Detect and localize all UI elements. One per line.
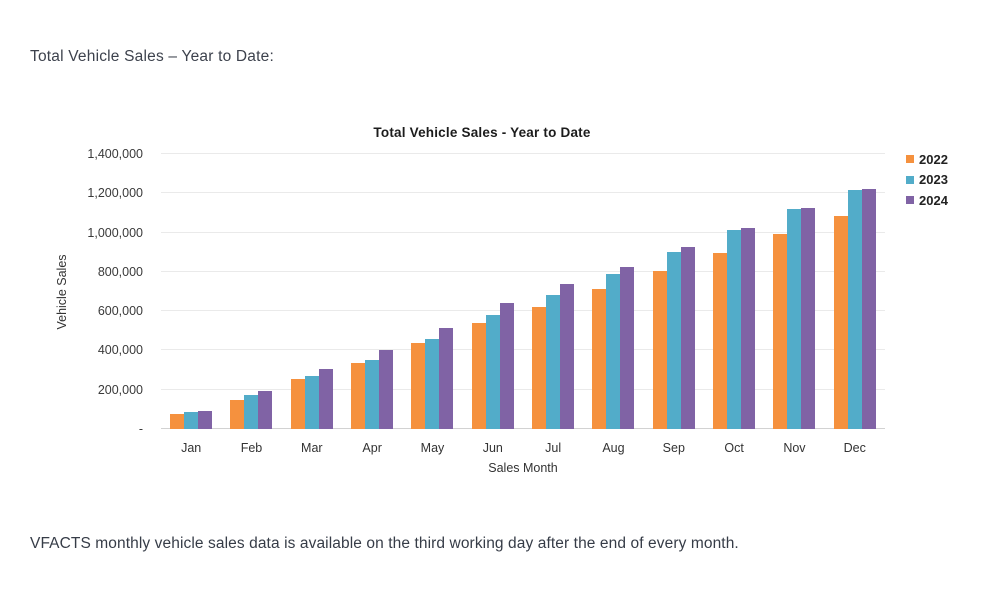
gridline <box>161 270 885 272</box>
bar-2022-oct <box>713 252 728 429</box>
bar-group-oct <box>704 154 764 429</box>
legend-item-2023: 2023 <box>906 170 948 191</box>
y-tick-label: 800,000 <box>97 264 143 279</box>
x-tick-label: May <box>420 441 445 455</box>
bar-group-apr <box>342 154 402 429</box>
footnote-text: VFACTS monthly vehicle sales data is ava… <box>30 535 739 552</box>
bar-2022-feb <box>230 399 245 429</box>
x-tick-label: Jun <box>482 441 503 455</box>
y-tick-label: 1,000,000 <box>87 225 143 240</box>
x-tick-label: Sep <box>662 441 685 455</box>
chart-title: Total Vehicle Sales - Year to Date <box>373 125 591 140</box>
bar-2022-apr <box>351 363 366 429</box>
bar-2024-mar <box>318 368 333 429</box>
x-tick-label: Mar <box>301 441 323 455</box>
gridline <box>161 192 885 194</box>
bar-group-jan <box>161 154 221 429</box>
legend-item-2024: 2024 <box>906 190 948 211</box>
legend: 2022 2023 2024 <box>906 149 948 211</box>
bar-2022-jun <box>471 322 486 429</box>
bar-group-dec <box>825 154 885 429</box>
bar-2023-feb <box>244 395 259 429</box>
bar-2024-aug <box>620 266 635 429</box>
x-axis-ticks: Jan Feb Mar Apr May Jun Jul Aug Sep Oct Nov Dec <box>161 441 885 455</box>
bar-2024-dec <box>861 189 876 429</box>
gridline <box>161 349 885 351</box>
bar-2023-aug <box>606 273 621 429</box>
bar-group-sep <box>644 154 704 429</box>
y-tick-label: - <box>138 422 143 436</box>
x-tick-label: Feb <box>240 441 263 455</box>
plot-area <box>161 153 885 429</box>
bar-2023-may <box>425 338 440 429</box>
bar-group-mar <box>282 154 342 429</box>
y-tick-label: 1,200,000 <box>87 186 143 201</box>
bar-2023-nov <box>787 208 802 429</box>
bar-2024-feb <box>258 390 273 429</box>
y-tick-label: 200,000 <box>97 382 143 397</box>
bar-2024-oct <box>741 228 756 429</box>
bar-2024-jul <box>560 284 575 429</box>
bar-2023-jul <box>546 295 561 429</box>
x-tick-label: Dec <box>843 441 866 455</box>
x-tick-label: Jul <box>545 441 562 455</box>
axis-baseline <box>161 428 885 429</box>
bar-2024-apr <box>379 350 394 429</box>
bar-2024-jun <box>499 303 514 429</box>
bar-2023-jan <box>184 412 199 429</box>
bar-2024-nov <box>801 207 816 429</box>
bar-2023-apr <box>365 360 380 429</box>
bar-2022-may <box>411 343 426 429</box>
bar-group-nov <box>764 154 824 429</box>
gridline <box>161 310 885 312</box>
bar-2022-mar <box>290 378 305 429</box>
bar-2023-sep <box>666 252 681 429</box>
legend-item-2022: 2022 <box>906 149 948 170</box>
x-tick-label: Jan <box>181 441 202 455</box>
bar-2024-sep <box>680 247 695 429</box>
gridline <box>161 153 885 154</box>
bar-2023-mar <box>304 376 319 429</box>
bar-2022-jan <box>170 414 185 429</box>
gridline <box>161 231 885 233</box>
legend-label: 2022 <box>919 151 948 167</box>
x-tick-label: Apr <box>362 441 382 455</box>
gridline <box>161 388 885 390</box>
legend-swatch-2023 <box>906 175 914 184</box>
page-title: Total Vehicle Sales – Year to Date: <box>30 48 274 65</box>
bar-2022-aug <box>592 288 607 429</box>
bar-2023-jun <box>485 314 500 429</box>
bar-2024-may <box>439 328 454 429</box>
bar-2023-dec <box>847 189 862 429</box>
bar-group-feb <box>221 154 281 429</box>
y-tick-label: 1,400,000 <box>87 147 143 161</box>
y-tick-label: 600,000 <box>97 304 143 319</box>
legend-swatch-2024 <box>906 196 914 205</box>
bar-2023-oct <box>727 230 742 429</box>
bar-group-jul <box>523 154 583 429</box>
legend-label: 2023 <box>919 172 948 188</box>
legend-swatch-2022 <box>906 155 914 164</box>
y-tick-label: 400,000 <box>97 343 143 358</box>
bar-2022-sep <box>652 270 667 429</box>
bar-2022-jul <box>532 307 547 429</box>
bar-2022-dec <box>833 216 848 429</box>
bar-group-jun <box>463 154 523 429</box>
bar-2024-jan <box>198 410 213 429</box>
y-axis-ticks: - 200,000 400,000 600,000 800,000 1,000,000 1,… <box>40 147 143 436</box>
bar-2022-nov <box>773 233 788 429</box>
x-tick-label: Aug <box>602 441 625 455</box>
legend-label: 2024 <box>919 192 948 208</box>
bar-group-may <box>402 154 462 429</box>
x-tick-label: Oct <box>724 441 744 455</box>
x-tick-label: Nov <box>783 441 806 455</box>
bar-group-aug <box>583 154 643 429</box>
x-axis-title: Sales Month <box>488 461 558 475</box>
